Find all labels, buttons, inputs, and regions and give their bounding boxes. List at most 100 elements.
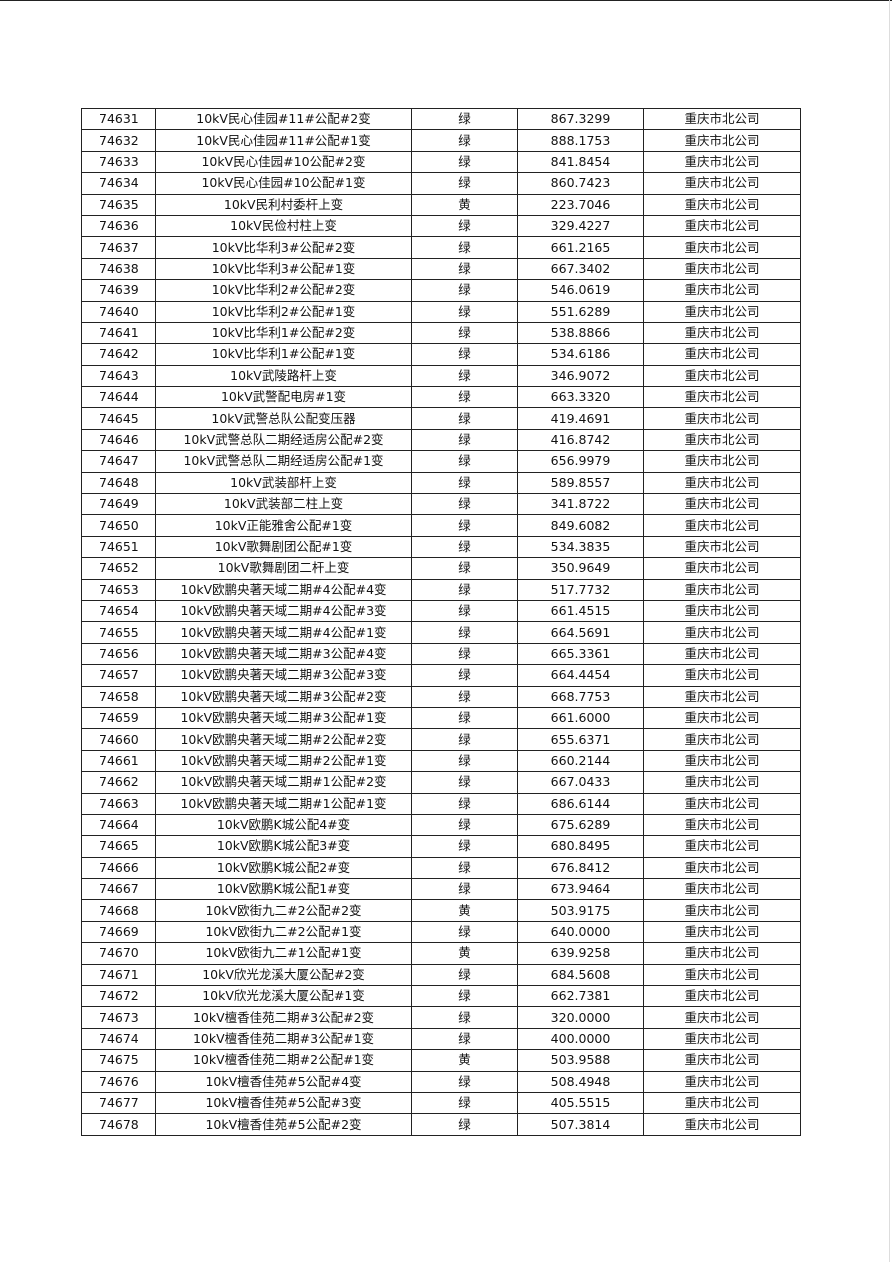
transformer-name-cell: 10kV比华利2#公配#2变 [155,279,412,302]
status-color-cell: 绿 [411,578,518,601]
company-cell: 重庆市北公司 [643,899,801,922]
value-cell: 668.7753 [517,685,644,708]
transformer-name-cell: 10kV比华利3#公配#2变 [155,236,412,259]
value-cell: 503.9175 [517,899,644,922]
status-color-cell: 绿 [411,514,518,537]
row-id-cell: 74640 [81,300,156,323]
value-cell: 841.8454 [517,150,644,174]
transformer-name-cell: 10kV欧鹏央著天域二期#2公配#1变 [155,749,412,773]
table-row: 74636 10kV民俭村柱上变绿 329.4227 重庆市北公司 [81,214,801,238]
table-row: 74650 10kV正能雅舍公配#1变绿 849.6082 重庆市北公司 [81,514,801,537]
status-color-cell: 绿 [411,792,518,815]
status-color-cell: 绿 [411,1091,518,1115]
company-cell: 重庆市北公司 [643,386,801,409]
value-cell: 341.8722 [517,493,644,516]
company-cell: 重庆市北公司 [643,856,801,880]
value-cell: 640.0000 [517,920,644,944]
transformer-name-cell: 10kV欧鹏央著天域二期#4公配#1变 [155,621,412,644]
row-id-cell: 74657 [81,664,156,687]
value-cell: 667.0433 [517,771,644,794]
row-id-cell: 74639 [81,279,156,302]
table-body: 74631 10kV民心佳园#11#公配#2变绿 867.3299 重庆市北公司 746… [81,107,801,1136]
status-color-cell: 黄 [411,193,518,216]
company-cell: 重庆市北公司 [643,257,801,281]
status-color-cell: 绿 [411,214,518,238]
value-cell: 686.6144 [517,792,644,815]
table-row: 74639 10kV比华利2#公配#2变绿 546.0619 重庆市北公司 [81,279,801,302]
table-row: 74631 10kV民心佳园#11#公配#2变绿 867.3299 重庆市北公司 [81,107,801,131]
status-color-cell: 绿 [411,107,518,131]
table-row: 74651 10kV歌舞剧团公配#1变绿 534.3835 重庆市北公司 [81,535,801,559]
status-color-cell: 绿 [411,813,518,837]
company-cell: 重庆市北公司 [643,878,801,901]
value-cell: 320.0000 [517,1006,644,1029]
company-cell: 重庆市北公司 [643,364,801,388]
transformer-name-cell: 10kV欣光龙溪大厦公配#1变 [155,985,412,1008]
transformer-name-cell: 10kV欧鹏K城公配4#变 [155,813,412,837]
value-cell: 664.5691 [517,621,644,644]
status-color-cell: 绿 [411,236,518,259]
status-color-cell: 绿 [411,771,518,794]
table-row: 74661 10kV欧鹏央著天域二期#2公配#1变绿 660.2144 重庆市北公司 [81,749,801,773]
table-row: 74658 10kV欧鹏央著天域二期#3公配#2变绿 668.7753 重庆市北公司 [81,685,801,708]
company-cell: 重庆市北公司 [643,193,801,216]
row-id-cell: 74645 [81,407,156,430]
status-color-cell: 绿 [411,749,518,773]
row-id-cell: 74677 [81,1091,156,1115]
transformer-name-cell: 10kV武警总队公配变压器 [155,407,412,430]
row-id-cell: 74651 [81,535,156,559]
table-row: 74652 10kV歌舞剧团二杆上变绿 350.9649 重庆市北公司 [81,557,801,580]
status-color-cell: 绿 [411,599,518,623]
table-row: 74643 10kV武陵路杆上变绿 346.9072 重庆市北公司 [81,364,801,388]
row-id-cell: 74668 [81,899,156,922]
value-cell: 546.0619 [517,279,644,302]
status-color-cell: 绿 [411,1006,518,1029]
row-id-cell: 74672 [81,985,156,1008]
value-cell: 664.4454 [517,664,644,687]
row-id-cell: 74633 [81,150,156,174]
transformer-name-cell: 10kV比华利1#公配#1变 [155,343,412,366]
value-cell: 508.4948 [517,1070,644,1093]
company-cell: 重庆市北公司 [643,343,801,366]
table-row: 74657 10kV欧鹏央著天域二期#3公配#3变绿 664.4454 重庆市北公司 [81,664,801,687]
transformer-table: 74631 10kV民心佳园#11#公配#2变绿 867.3299 重庆市北公司 746… [81,107,801,1136]
company-cell: 重庆市北公司 [643,1049,801,1072]
table-row: 74644 10kV武警配电房#1变绿 663.3320 重庆市北公司 [81,386,801,409]
table-row: 74632 10kV民心佳园#11#公配#1变绿 888.1753 重庆市北公司 [81,129,801,152]
company-cell: 重庆市北公司 [643,279,801,302]
transformer-name-cell: 10kV欧鹏央著天域二期#3公配#3变 [155,664,412,687]
row-id-cell: 74644 [81,386,156,409]
value-cell: 661.6000 [517,706,644,730]
row-id-cell: 74665 [81,835,156,858]
status-color-cell: 绿 [411,450,518,473]
table-row: 74666 10kV欧鹏K城公配2#变绿 676.8412 重庆市北公司 [81,856,801,880]
transformer-name-cell: 10kV民心佳园#10公配#2变 [155,150,412,174]
value-cell: 675.6289 [517,813,644,837]
value-cell: 673.9464 [517,878,644,901]
table-row: 74677 10kV檀香佳苑#5公配#3变绿 405.5515 重庆市北公司 [81,1091,801,1115]
value-cell: 551.6289 [517,300,644,323]
value-cell: 419.4691 [517,407,644,430]
row-id-cell: 74661 [81,749,156,773]
status-color-cell: 绿 [411,706,518,730]
status-color-cell: 绿 [411,985,518,1008]
row-id-cell: 74642 [81,343,156,366]
row-id-cell: 74676 [81,1070,156,1093]
row-id-cell: 74678 [81,1113,156,1136]
value-cell: 534.3835 [517,535,644,559]
transformer-name-cell: 10kV欧鹏央著天域二期#3公配#1变 [155,706,412,730]
table-row: 74676 10kV檀香佳苑#5公配#4变绿 508.4948 重庆市北公司 [81,1070,801,1093]
row-id-cell: 74674 [81,1027,156,1051]
transformer-name-cell: 10kV欧鹏央著天域二期#4公配#3变 [155,599,412,623]
transformer-name-cell: 10kV檀香佳苑二期#2公配#1变 [155,1049,412,1072]
row-id-cell: 74667 [81,878,156,901]
table-row: 74667 10kV欧鹏K城公配1#变绿 673.9464 重庆市北公司 [81,878,801,901]
transformer-name-cell: 10kV比华利2#公配#1变 [155,300,412,323]
company-cell: 重庆市北公司 [643,813,801,837]
row-id-cell: 74673 [81,1006,156,1029]
transformer-name-cell: 10kV正能雅舍公配#1变 [155,514,412,537]
table-row: 74663 10kV欧鹏央著天域二期#1公配#1变绿 686.6144 重庆市北公司 [81,792,801,815]
table-row: 74675 10kV檀香佳苑二期#2公配#1变黄 503.9588 重庆市北公司 [81,1049,801,1072]
transformer-name-cell: 10kV欧街九二#2公配#1变 [155,920,412,944]
transformer-name-cell: 10kV欧鹏K城公配2#变 [155,856,412,880]
